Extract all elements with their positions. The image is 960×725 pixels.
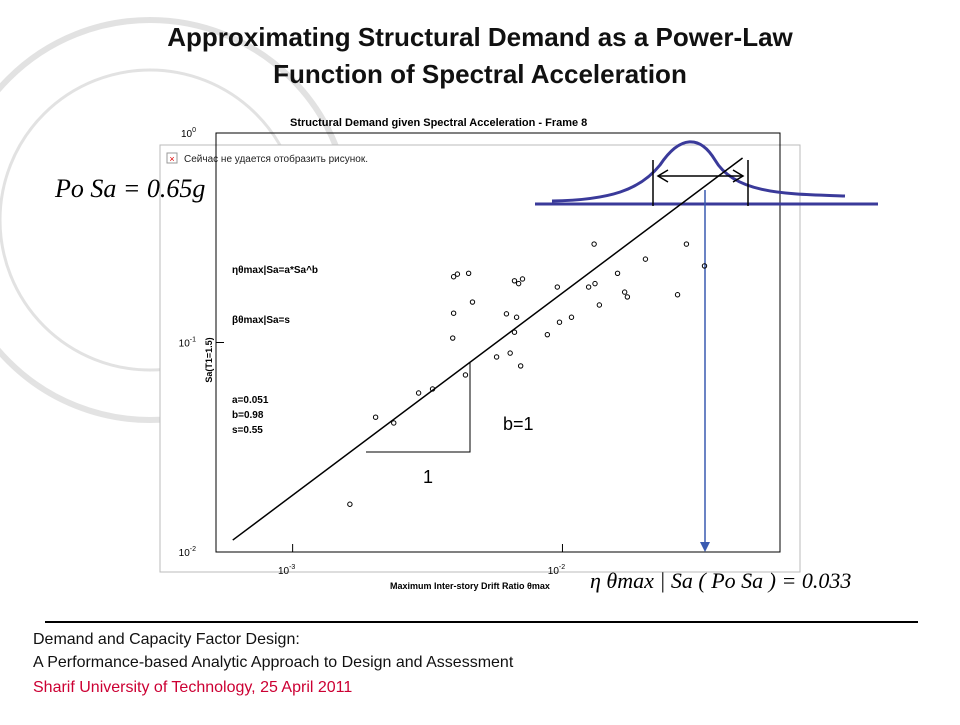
annotation: βθmax|Sa=s — [232, 315, 290, 326]
run-label: 1 — [423, 467, 433, 487]
data-point — [596, 302, 603, 308]
data-point — [462, 372, 469, 378]
y-tick-base: 10 — [179, 548, 191, 559]
left-formula: Po Sa = 0.65g — [54, 174, 205, 203]
data-point — [517, 363, 524, 369]
data-point — [465, 270, 472, 276]
broken-image-x: × — [169, 154, 174, 164]
data-point — [429, 386, 436, 392]
data-point — [347, 501, 353, 507]
data-point — [511, 278, 518, 284]
annotation: a=0.051 — [232, 395, 269, 406]
data-point — [454, 271, 461, 277]
data-point — [515, 280, 522, 287]
spread-arrow — [652, 160, 749, 206]
y-tick-base: 10 — [179, 339, 191, 350]
x-tick-label: 10-3 — [278, 564, 295, 577]
distribution-curve — [535, 140, 878, 206]
data-point — [507, 350, 513, 356]
data-point — [493, 354, 500, 360]
y-tick-base: 10 — [181, 129, 193, 140]
data-point — [642, 256, 649, 262]
data-point — [591, 241, 597, 247]
annotation: ηθmax|Sa=a*Sa^b — [232, 265, 318, 276]
data-point — [511, 329, 518, 335]
data-point — [513, 314, 520, 320]
data-point — [415, 390, 422, 396]
slide-title: Function of Spectral Acceleration — [273, 59, 687, 89]
slope-label: b=1 — [503, 414, 534, 434]
broken-image-text: Сейчас не удается отобразить рисунок. — [184, 153, 368, 165]
data-point — [568, 314, 575, 320]
annotation: b=0.98 — [232, 410, 264, 421]
slide-title: Approximating Structural Demand as a Pow… — [167, 22, 793, 52]
footer-text: Sharif University of Technology, 25 Apri… — [33, 679, 352, 696]
data-point — [519, 276, 526, 282]
annotation: s=0.55 — [232, 425, 263, 436]
x-tick-label: 10-2 — [548, 564, 565, 577]
data-point — [624, 294, 631, 300]
y-axis-label: Sa(T1=1.5) — [204, 337, 214, 382]
data-point — [614, 270, 621, 276]
x-tick-base: 10 — [548, 566, 560, 577]
chart-title: Structural Demand given Spectral Acceler… — [290, 117, 587, 129]
data-point — [674, 292, 681, 298]
y-tick-label: 10-1 — [179, 337, 196, 350]
data-point — [554, 284, 561, 290]
y-tick-label: 10-2 — [179, 546, 196, 559]
data-point — [469, 299, 476, 305]
data-point — [503, 311, 510, 317]
fit-line — [232, 157, 744, 541]
data-point — [592, 280, 598, 287]
footer-text: Demand and Capacity Factor Design: — [33, 631, 300, 648]
data-point — [621, 289, 628, 295]
bottom-formula: η θmax | Sa ( Po Sa ) = 0.033 — [590, 568, 851, 593]
median-pointer-head — [700, 542, 710, 552]
y-tick-exponent: -2 — [190, 546, 196, 553]
y-tick-exponent: 0 — [192, 127, 196, 134]
data-point — [683, 241, 690, 247]
data-point — [450, 310, 457, 316]
data-point — [701, 263, 708, 269]
x-tick-exponent: -2 — [559, 564, 565, 571]
footer-text: A Performance-based Analytic Approach to… — [33, 654, 514, 671]
data-point — [450, 335, 456, 341]
data-point — [372, 414, 379, 420]
data-point — [585, 284, 592, 290]
data-point — [544, 331, 551, 338]
x-tick-base: 10 — [278, 566, 290, 577]
x-axis-label: Maximum Inter-story Drift Ratio θmax — [390, 581, 550, 591]
x-tick-exponent: -3 — [289, 564, 295, 571]
image-frame — [159, 144, 801, 573]
data-point — [391, 420, 397, 426]
broken-image-icon — [166, 152, 178, 164]
data-point — [556, 319, 563, 325]
y-tick-label: 100 — [181, 127, 196, 140]
data-point — [450, 274, 457, 280]
y-tick-exponent: -1 — [190, 337, 196, 344]
slope-triangle — [366, 362, 471, 453]
